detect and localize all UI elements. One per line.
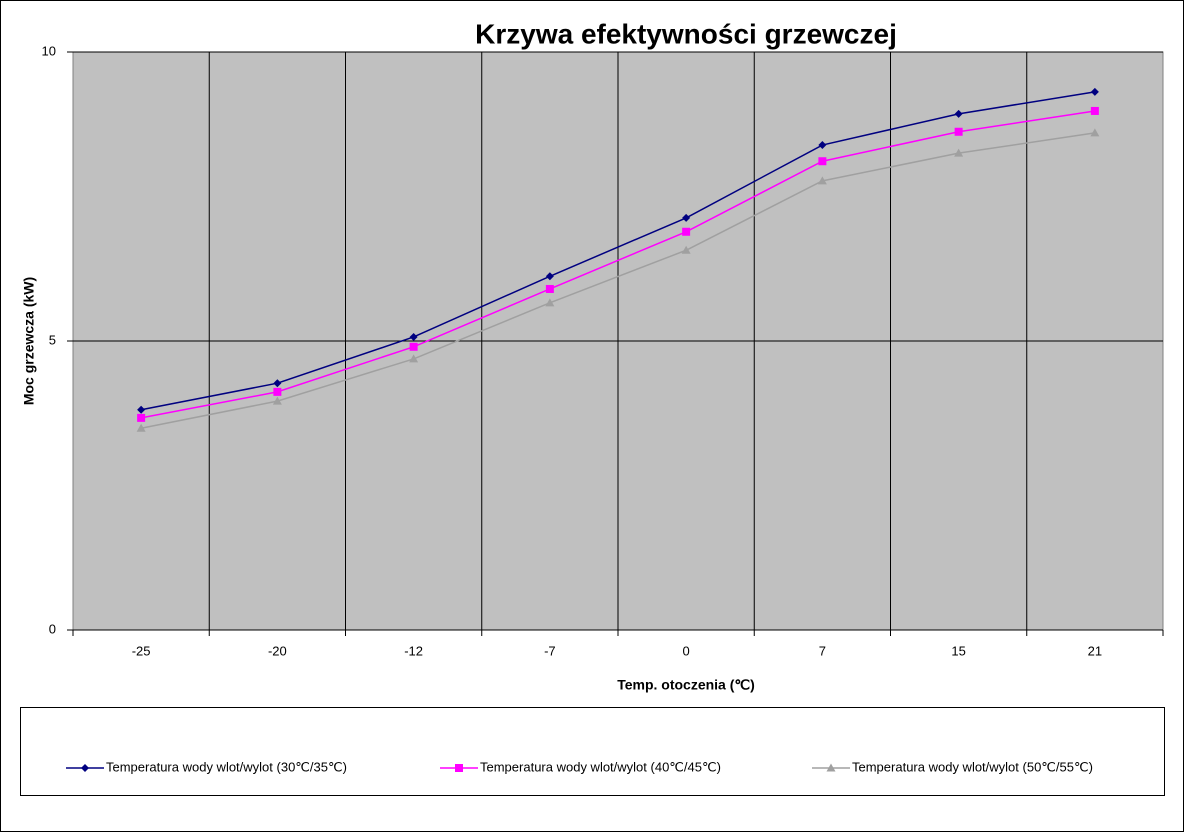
- marker: [1090, 128, 1100, 137]
- x-tick-label: 21: [1088, 643, 1102, 658]
- marker: [954, 148, 964, 157]
- marker: [681, 245, 691, 254]
- marker: [817, 176, 827, 185]
- y-axis-label: Moc grzewcza (kW): [21, 277, 37, 405]
- series-line: [140, 91, 1095, 411]
- chart-title: Krzywa efektywności grzewczej: [475, 18, 897, 49]
- marker: [818, 141, 827, 150]
- marker: [1090, 87, 1099, 96]
- x-tick-label: 0: [683, 643, 690, 658]
- marker: [545, 284, 554, 293]
- marker: [818, 157, 827, 166]
- marker: [455, 764, 463, 772]
- marker: [273, 379, 282, 388]
- x-tick-label: -25: [132, 643, 151, 658]
- marker: [81, 764, 89, 772]
- marker: [272, 396, 282, 405]
- series-line: [140, 132, 1095, 430]
- legend-label: Temperatura wody wlot/wylot (50℃/55℃): [852, 759, 1093, 774]
- x-tick-label: -12: [404, 643, 423, 658]
- marker: [1090, 106, 1099, 115]
- y-tick-label: 0: [49, 621, 56, 636]
- x-axis-label: Temp. otoczenia (℃): [617, 677, 755, 693]
- legend: [20, 707, 1165, 796]
- marker: [682, 227, 691, 236]
- x-tick-label: 15: [951, 643, 965, 658]
- marker: [682, 213, 691, 222]
- legend-label: Temperatura wody wlot/wylot (40℃/45℃): [480, 759, 721, 774]
- y-tick-label: 5: [49, 332, 56, 347]
- legend-label: Temperatura wody wlot/wylot (30℃/35℃): [106, 759, 347, 774]
- marker: [409, 342, 418, 351]
- x-tick-label: -20: [268, 643, 287, 658]
- marker: [409, 332, 418, 341]
- marker: [136, 423, 146, 432]
- marker: [409, 354, 419, 363]
- series-line: [140, 110, 1095, 419]
- y-tick-label: 10: [42, 43, 56, 58]
- marker: [545, 272, 554, 281]
- marker: [545, 298, 555, 307]
- marker: [137, 413, 146, 422]
- marker: [826, 763, 836, 772]
- x-tick-label: -7: [544, 643, 556, 658]
- marker: [954, 127, 963, 136]
- marker: [137, 405, 146, 414]
- x-tick-label: 7: [819, 643, 826, 658]
- marker: [273, 387, 282, 396]
- marker: [954, 109, 963, 118]
